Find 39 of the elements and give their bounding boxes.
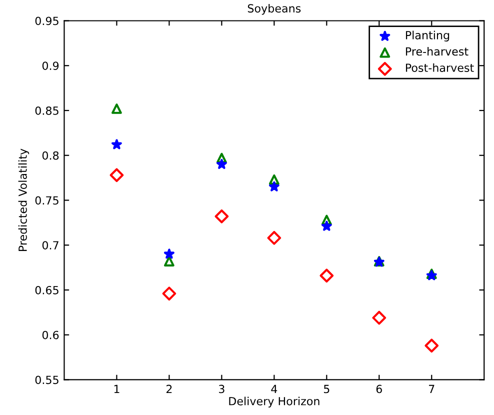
y-axis-title: Predicted Volatility [18, 148, 30, 251]
point [214, 209, 229, 224]
point [162, 286, 176, 301]
x-tick-label: 6 [376, 384, 382, 394]
point [267, 230, 282, 245]
point [424, 338, 439, 353]
point [216, 152, 227, 164]
legend-label: Planting [406, 30, 450, 42]
x-tick-label: 7 [429, 384, 434, 394]
point [321, 214, 332, 226]
y-tick-label: 0.55 [35, 376, 58, 384]
x-tick-label: 5 [324, 384, 330, 394]
point [111, 103, 122, 114]
point [164, 256, 174, 266]
x-tick-label: 3 [218, 384, 224, 394]
point [321, 220, 332, 231]
point [111, 139, 122, 150]
y-tick-label: 0.65 [35, 286, 58, 294]
x-tick-label: 1 [114, 384, 120, 394]
point [320, 268, 334, 283]
y-tick-label: 0.6 [42, 330, 59, 340]
y-tick-label: 0.9 [42, 62, 59, 70]
y-tick-label: 0.8 [42, 151, 59, 160]
point [216, 158, 227, 169]
legend-label: Pre-harvest [406, 47, 468, 56]
chart-title: Soybeans [248, 4, 301, 15]
point [110, 168, 124, 182]
x-axis-title: Delivery Horizon [229, 396, 320, 408]
y-tick-label: 0.85 [35, 106, 58, 115]
y-tick-label: 0.75 [35, 196, 58, 205]
x-tick-label: 2 [166, 384, 172, 394]
legend-label: Post-harvest [406, 63, 474, 72]
point [268, 181, 280, 192]
y-tick-label: 0.7 [42, 241, 58, 250]
point [268, 174, 280, 185]
point [372, 310, 386, 325]
point [164, 248, 174, 259]
x-tick-label: 4 [271, 384, 278, 394]
y-tick-label: 0.95 [35, 16, 58, 26]
